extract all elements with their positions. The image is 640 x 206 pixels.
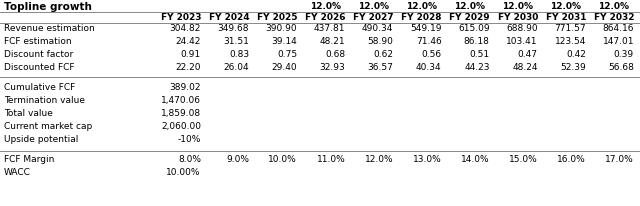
Text: Revenue estimation: Revenue estimation [4, 24, 95, 33]
Text: 44.23: 44.23 [464, 63, 490, 72]
Text: 48.24: 48.24 [512, 63, 538, 72]
Text: 12.0%: 12.0% [550, 2, 581, 11]
Text: 389.02: 389.02 [170, 83, 201, 92]
Text: 15.0%: 15.0% [509, 155, 538, 164]
Text: 0.42: 0.42 [566, 50, 586, 59]
Text: Upside potential: Upside potential [4, 135, 78, 144]
Text: 71.46: 71.46 [416, 37, 442, 46]
Text: FY 2030: FY 2030 [497, 13, 538, 22]
Text: 549.19: 549.19 [410, 24, 442, 33]
Text: 12.0%: 12.0% [310, 2, 340, 11]
Text: 349.68: 349.68 [218, 24, 249, 33]
Text: 24.42: 24.42 [175, 37, 201, 46]
Text: 12.0%: 12.0% [598, 2, 629, 11]
Text: 40.34: 40.34 [416, 63, 442, 72]
Text: 10.00%: 10.00% [166, 168, 201, 177]
Text: Topline growth: Topline growth [4, 2, 92, 12]
Text: FY 2031: FY 2031 [545, 13, 586, 22]
Text: 771.57: 771.57 [554, 24, 586, 33]
Text: 0.51: 0.51 [470, 50, 490, 59]
Text: 490.34: 490.34 [362, 24, 394, 33]
Text: FY 2023: FY 2023 [161, 13, 201, 22]
Text: 2,060.00: 2,060.00 [161, 122, 201, 131]
Text: Total value: Total value [4, 109, 52, 118]
Text: 390.90: 390.90 [266, 24, 297, 33]
Text: 688.90: 688.90 [506, 24, 538, 33]
Text: 58.90: 58.90 [367, 37, 394, 46]
Text: FY 2025: FY 2025 [257, 13, 298, 22]
Text: FY 2029: FY 2029 [449, 13, 490, 22]
Text: Termination value: Termination value [4, 96, 85, 105]
Text: FY 2028: FY 2028 [401, 13, 442, 22]
Text: 0.75: 0.75 [277, 50, 297, 59]
Text: 123.54: 123.54 [554, 37, 586, 46]
Text: FY 2032: FY 2032 [594, 13, 634, 22]
Text: 12.0%: 12.0% [502, 2, 533, 11]
Text: 11.0%: 11.0% [317, 155, 346, 164]
Text: 864.16: 864.16 [602, 24, 634, 33]
Text: 16.0%: 16.0% [557, 155, 586, 164]
Text: 12.0%: 12.0% [365, 155, 394, 164]
Text: Cumulative FCF: Cumulative FCF [4, 83, 75, 92]
Text: 86.18: 86.18 [464, 37, 490, 46]
Text: 12.0%: 12.0% [358, 2, 389, 11]
Text: 147.01: 147.01 [602, 37, 634, 46]
Text: Discounted FCF: Discounted FCF [4, 63, 74, 72]
Text: 304.82: 304.82 [170, 24, 201, 33]
Text: FY 2024: FY 2024 [209, 13, 250, 22]
Text: -10%: -10% [177, 135, 201, 144]
Text: 0.56: 0.56 [421, 50, 442, 59]
Text: 14.0%: 14.0% [461, 155, 490, 164]
Text: 1,859.08: 1,859.08 [161, 109, 201, 118]
Text: 0.39: 0.39 [614, 50, 634, 59]
Text: FY 2026: FY 2026 [305, 13, 346, 22]
Text: 52.39: 52.39 [560, 63, 586, 72]
Text: 29.40: 29.40 [271, 63, 297, 72]
Text: 10.0%: 10.0% [268, 155, 297, 164]
Text: Discount factor: Discount factor [4, 50, 73, 59]
Text: 1,470.06: 1,470.06 [161, 96, 201, 105]
Text: FCF Margin: FCF Margin [4, 155, 54, 164]
Text: 0.47: 0.47 [518, 50, 538, 59]
Text: 56.68: 56.68 [608, 63, 634, 72]
Text: FCF estimation: FCF estimation [4, 37, 72, 46]
Text: 12.0%: 12.0% [454, 2, 485, 11]
Text: 39.14: 39.14 [271, 37, 297, 46]
Text: FY 2027: FY 2027 [353, 13, 394, 22]
Text: 437.81: 437.81 [314, 24, 346, 33]
Text: 615.09: 615.09 [458, 24, 490, 33]
Text: 17.0%: 17.0% [605, 155, 634, 164]
Text: 32.93: 32.93 [319, 63, 346, 72]
Text: 0.91: 0.91 [180, 50, 201, 59]
Text: 8.0%: 8.0% [178, 155, 201, 164]
Text: 48.21: 48.21 [319, 37, 346, 46]
Text: 22.20: 22.20 [175, 63, 201, 72]
Text: 26.04: 26.04 [223, 63, 249, 72]
Text: 31.51: 31.51 [223, 37, 249, 46]
Text: 13.0%: 13.0% [413, 155, 442, 164]
Text: 12.0%: 12.0% [406, 2, 437, 11]
Text: 9.0%: 9.0% [226, 155, 249, 164]
Text: 36.57: 36.57 [367, 63, 394, 72]
Text: Current market cap: Current market cap [4, 122, 92, 131]
Text: WACC: WACC [4, 168, 31, 177]
Text: 0.68: 0.68 [325, 50, 346, 59]
Text: 0.83: 0.83 [229, 50, 249, 59]
Text: 0.62: 0.62 [373, 50, 394, 59]
Text: 103.41: 103.41 [506, 37, 538, 46]
